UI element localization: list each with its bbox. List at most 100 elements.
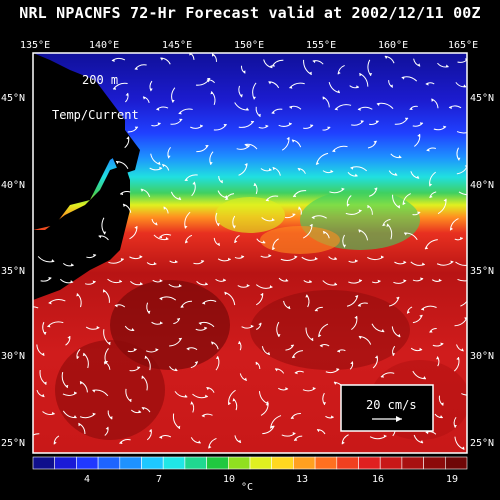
current-vector-head — [70, 263, 74, 267]
current-vector-head — [48, 276, 52, 280]
current-vector-head — [224, 292, 228, 296]
current-vector-head — [141, 375, 145, 379]
depth-label: 200 m — [82, 73, 118, 87]
current-vector-head — [270, 425, 274, 429]
current-vector-head — [141, 407, 145, 411]
colorbar-swatch — [401, 456, 424, 470]
current-vector-head — [419, 314, 423, 318]
current-vector-head — [246, 144, 250, 148]
current-vector-head — [159, 297, 163, 301]
current-vector-head — [319, 344, 323, 348]
current-vector-head — [126, 136, 129, 140]
current-vector-head — [310, 337, 314, 341]
current-vector-head — [456, 357, 460, 361]
current-vector-head — [210, 91, 214, 95]
current-vector-head — [419, 122, 423, 126]
current-vector-head — [194, 361, 198, 365]
current-vector-head — [79, 381, 83, 385]
current-vector-head — [41, 352, 45, 356]
x-tick: 165°E — [448, 40, 478, 51]
current-vector-head — [142, 96, 146, 100]
current-vector-head — [354, 316, 358, 319]
current-vector-head — [330, 415, 334, 419]
current-vector-head — [178, 111, 182, 115]
current-vector-head — [292, 355, 296, 358]
current-vector-head — [159, 166, 163, 170]
current-vector-head — [291, 416, 295, 419]
y-tick: 35°N — [1, 266, 25, 277]
colorbar-tick: 16 — [372, 474, 384, 485]
current-vector-head — [209, 161, 213, 165]
current-vector-head — [358, 209, 362, 213]
current-vector-head — [354, 259, 358, 263]
y-tick: 35°N — [470, 266, 494, 277]
x-tick: 140°E — [89, 40, 119, 51]
current-vector-head — [436, 356, 439, 360]
current-vector-head — [223, 123, 227, 127]
current-vector-head — [473, 391, 476, 394]
current-vector-head — [159, 235, 163, 239]
current-vector-head — [131, 327, 135, 331]
current-vector-head — [102, 289, 106, 293]
current-vector-head — [47, 324, 51, 328]
current-vector-head — [359, 279, 362, 282]
current-vector-head — [380, 375, 384, 378]
colorbar-swatch — [141, 456, 164, 470]
land-japan — [33, 53, 125, 230]
current-vector-head — [204, 282, 208, 286]
current-vector-head — [269, 285, 273, 289]
colorbar-swatch — [228, 456, 251, 470]
current-vector-head — [43, 381, 47, 385]
current-vector-head — [139, 255, 143, 259]
colorbar-swatch — [423, 456, 446, 470]
current-vector-head — [111, 59, 115, 63]
current-vector-head — [139, 282, 143, 285]
current-vector-head — [386, 223, 390, 227]
current-vector-head — [258, 113, 261, 117]
scale-vector-legend: 20 cm/s — [340, 384, 434, 432]
current-vector-head — [403, 201, 406, 205]
y-tick: 45°N — [470, 93, 494, 104]
current-vector — [457, 278, 467, 282]
current-vector-head — [180, 305, 184, 308]
current-vector-head — [178, 337, 182, 341]
current-vector-head — [205, 145, 209, 148]
current-vector-head — [268, 81, 272, 85]
current-vector-head — [396, 296, 399, 300]
current-vector — [455, 261, 467, 266]
current-vector-head — [471, 128, 474, 131]
current-vector-head — [376, 103, 380, 107]
current-vector-head — [200, 124, 203, 128]
colorbar-swatch — [76, 456, 99, 470]
current-vector-head — [285, 387, 289, 391]
current-vector-head — [358, 303, 361, 307]
current-vector-head — [267, 351, 270, 355]
current-vector-head — [153, 262, 157, 265]
current-vector-head — [41, 393, 45, 397]
current-vector-head — [392, 352, 396, 356]
current-vector-head — [120, 258, 124, 261]
current-vector-head — [347, 203, 350, 207]
current-vector-head — [237, 341, 241, 345]
colorbar-swatch — [336, 456, 359, 470]
current-vector-head — [265, 403, 269, 407]
current-vector-head — [217, 242, 220, 246]
current-vector-head — [156, 107, 160, 111]
current-vector-head — [443, 198, 447, 202]
current-vector-head — [92, 389, 96, 393]
current-vector-head — [128, 398, 132, 402]
current-vector-head — [417, 211, 421, 215]
current-vector-head — [374, 187, 377, 191]
current-vector-head — [232, 398, 236, 402]
current-vector-head — [297, 168, 301, 172]
current-vector-head — [27, 439, 30, 442]
current-vector-head — [242, 70, 246, 74]
current-vector-head — [298, 206, 301, 210]
current-vector-head — [198, 322, 202, 326]
current-vector-head — [159, 279, 163, 283]
current-vector-head — [383, 434, 387, 438]
current-vector-head — [223, 278, 226, 282]
current-vector-head — [374, 355, 378, 359]
current-vector-head — [92, 412, 96, 416]
current-vector-head — [417, 133, 420, 137]
